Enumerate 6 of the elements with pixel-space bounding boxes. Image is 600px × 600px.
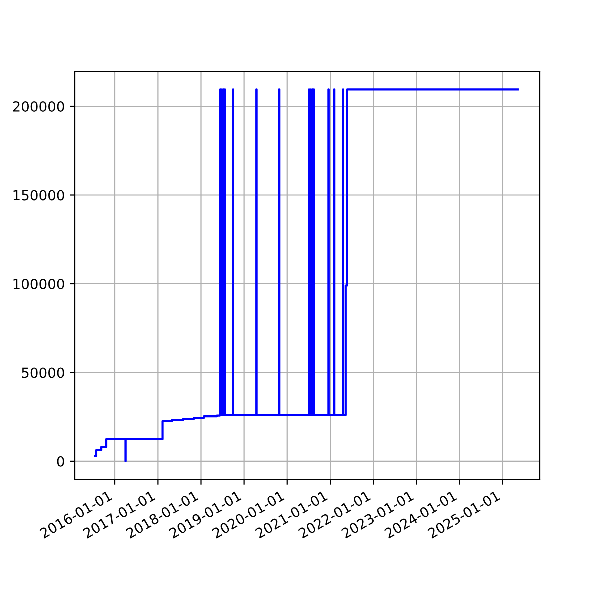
y-tick-label: 150000 [14, 190, 64, 201]
y-tick-label: 0 [57, 456, 64, 467]
y-tick-label: 200000 [13, 101, 64, 112]
line-series [94, 88, 519, 462]
y-tick-label: 100000 [14, 278, 64, 290]
y-tick-label: 50000 [22, 368, 64, 378]
